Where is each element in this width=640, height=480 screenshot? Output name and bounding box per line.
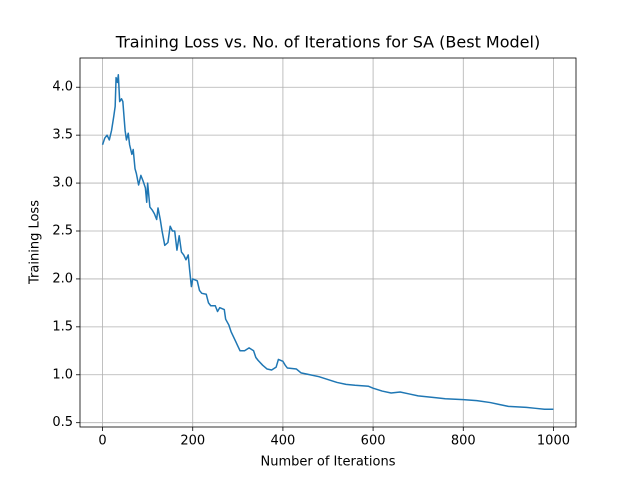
y-tick-label: 0.5: [52, 415, 73, 430]
y-tick-label: 1.5: [52, 319, 73, 334]
y-axis-label: Training Loss: [28, 200, 43, 285]
plot-frame: [79, 57, 577, 428]
x-tick-label: 800: [451, 434, 476, 449]
y-tick-label: 2.0: [52, 271, 73, 286]
x-axis-label: Number of Iterations: [261, 455, 396, 470]
x-tick-label: 1000: [537, 434, 570, 449]
chart-title: Training Loss vs. No. of Iterations for …: [115, 33, 540, 52]
loss-line: [101, 74, 554, 411]
y-tick-label: 4.0: [52, 80, 73, 95]
y-tick-label: 1.0: [52, 367, 73, 382]
x-tick-label: 200: [180, 434, 205, 449]
y-tick-label: 3.5: [52, 128, 73, 143]
x-tick-label: 0: [98, 434, 106, 449]
y-tick-label: 2.5: [52, 223, 73, 238]
y-tick-label: 3.0: [52, 176, 73, 191]
x-tick-label: 400: [270, 434, 295, 449]
x-tick-label: 600: [361, 434, 386, 449]
